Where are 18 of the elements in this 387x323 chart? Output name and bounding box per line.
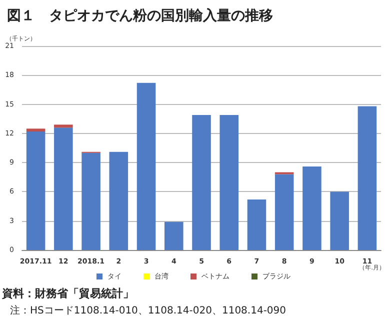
bar: [192, 114, 211, 250]
bar: [358, 106, 377, 250]
bar: [330, 192, 349, 250]
bar: [82, 152, 100, 250]
bar: [136, 82, 156, 250]
bar: [54, 124, 73, 128]
bar: [302, 166, 322, 250]
bar: [54, 128, 73, 250]
bar: [274, 174, 294, 250]
bar: [247, 199, 266, 250]
bar: [26, 131, 46, 250]
bar: [109, 152, 128, 250]
bar: [220, 114, 239, 250]
bar: [26, 128, 46, 132]
text: 資料：財務省「貿易統計」: [1, 287, 134, 300]
chart-title: 図１ タピオカでん粉の国別輸入量の推移: [7, 8, 273, 24]
text: 注：HSコード1108.14-010、1108.14-020、1108.14-090: [10, 304, 286, 316]
bar: [164, 222, 184, 250]
